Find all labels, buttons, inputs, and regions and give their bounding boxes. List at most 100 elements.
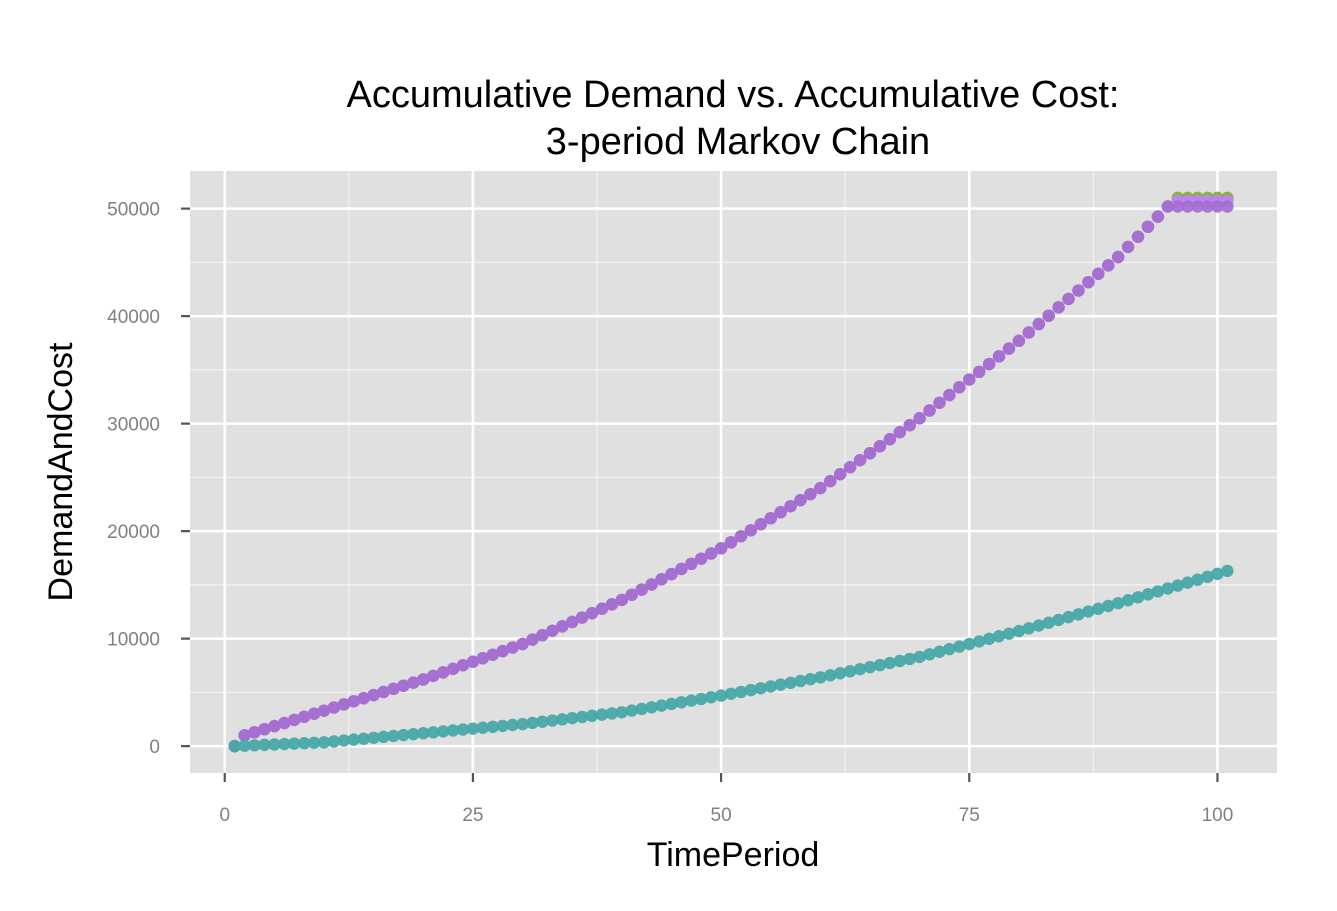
data-point bbox=[704, 547, 718, 560]
data-point bbox=[317, 736, 331, 749]
data-point bbox=[357, 732, 370, 745]
data-point bbox=[337, 698, 351, 711]
x-tick-label: 50 bbox=[711, 805, 732, 826]
data-point bbox=[1221, 200, 1234, 213]
data-point bbox=[1131, 591, 1145, 604]
data-point bbox=[635, 583, 648, 596]
data-point bbox=[1201, 200, 1214, 213]
data-point bbox=[1012, 624, 1026, 638]
data-point bbox=[714, 689, 728, 702]
data-point bbox=[972, 365, 986, 379]
y-tick-label: 0 bbox=[149, 737, 160, 758]
data-point bbox=[258, 738, 271, 752]
data-point bbox=[873, 440, 887, 453]
chart-title-line-1: Accumulative Demand vs. Accumulative Cos… bbox=[347, 74, 1120, 116]
data-point bbox=[645, 578, 658, 591]
data-point bbox=[724, 536, 738, 549]
data-point bbox=[407, 727, 420, 741]
data-point bbox=[248, 726, 261, 739]
data-point bbox=[695, 692, 708, 706]
data-point bbox=[615, 706, 629, 719]
data-point bbox=[853, 453, 867, 467]
data-point bbox=[923, 648, 936, 661]
data-point bbox=[536, 628, 549, 642]
data-point bbox=[893, 654, 906, 668]
data-point bbox=[268, 738, 281, 751]
data-point bbox=[992, 630, 1006, 643]
data-point bbox=[1062, 610, 1075, 624]
data-point bbox=[893, 426, 906, 439]
y-tick-label: 40000 bbox=[107, 307, 160, 328]
data-point bbox=[615, 593, 629, 607]
data-point bbox=[625, 704, 638, 717]
data-point bbox=[635, 702, 648, 716]
data-point bbox=[1032, 619, 1045, 632]
data-point bbox=[863, 660, 877, 674]
data-point bbox=[665, 567, 678, 581]
data-point bbox=[1042, 616, 1055, 629]
data-point bbox=[1181, 200, 1194, 213]
data-point bbox=[764, 512, 777, 525]
data-point bbox=[972, 635, 986, 648]
data-point bbox=[685, 694, 698, 707]
data-point bbox=[288, 713, 301, 727]
data-point bbox=[953, 640, 966, 653]
data-point bbox=[288, 737, 301, 750]
data-point bbox=[1052, 613, 1065, 627]
data-point bbox=[784, 676, 797, 690]
data-point bbox=[734, 530, 748, 543]
data-point bbox=[625, 588, 638, 601]
data-point bbox=[1072, 284, 1085, 297]
data-point bbox=[704, 691, 718, 704]
data-point bbox=[804, 487, 817, 501]
data-point bbox=[824, 474, 837, 488]
data-point bbox=[377, 685, 390, 699]
data-point bbox=[327, 701, 341, 714]
data-point bbox=[377, 730, 390, 744]
data-point bbox=[774, 506, 787, 519]
data-point bbox=[655, 699, 668, 712]
data-point bbox=[565, 711, 579, 725]
data-point bbox=[814, 671, 827, 684]
data-point bbox=[963, 637, 976, 651]
data-point bbox=[1211, 567, 1224, 581]
data-points bbox=[228, 191, 1234, 753]
y-axis: 0 10000 20000 30000 40000 50000 bbox=[107, 200, 190, 758]
data-point bbox=[506, 641, 519, 654]
data-point bbox=[1092, 267, 1105, 280]
data-point bbox=[754, 682, 767, 695]
y-tick-label: 30000 bbox=[107, 415, 160, 436]
data-point bbox=[794, 674, 807, 688]
data-point bbox=[397, 728, 410, 742]
data-point bbox=[357, 691, 370, 705]
data-point bbox=[655, 573, 668, 586]
x-tick-label: 0 bbox=[219, 805, 230, 826]
x-axis-title: TimePeriod bbox=[647, 836, 820, 874]
series-3 bbox=[228, 564, 1234, 753]
data-point bbox=[476, 721, 490, 734]
data-point bbox=[744, 683, 758, 697]
data-point bbox=[754, 518, 767, 531]
data-point bbox=[883, 656, 897, 670]
data-point bbox=[387, 729, 400, 743]
data-point bbox=[923, 404, 936, 417]
data-point bbox=[595, 602, 609, 615]
data-point bbox=[1052, 301, 1065, 314]
data-point bbox=[1092, 602, 1105, 615]
data-point bbox=[853, 662, 867, 676]
data-point bbox=[824, 669, 837, 682]
data-point bbox=[575, 611, 589, 624]
data-point bbox=[963, 373, 976, 386]
data-point bbox=[645, 701, 658, 714]
data-point bbox=[427, 669, 440, 683]
data-point bbox=[466, 655, 480, 668]
data-point bbox=[585, 606, 599, 620]
data-point bbox=[863, 446, 877, 460]
data-point bbox=[1171, 579, 1184, 592]
data-point bbox=[1072, 608, 1085, 621]
data-point bbox=[506, 718, 519, 732]
data-point bbox=[585, 709, 599, 723]
data-point bbox=[1002, 342, 1016, 355]
data-point bbox=[784, 499, 797, 513]
